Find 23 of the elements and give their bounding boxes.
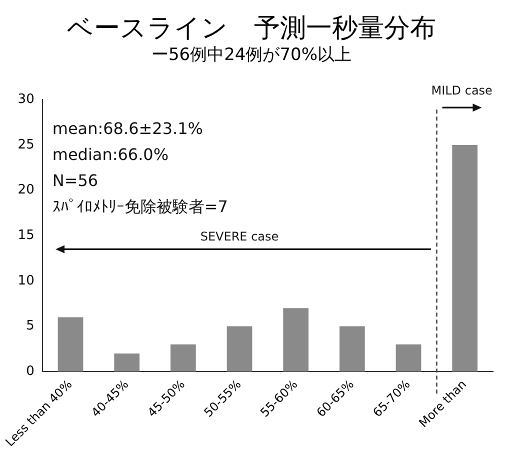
y-tick-label: 25 [18, 137, 34, 152]
y-tick-label: 30 [18, 92, 34, 107]
chart-subtitle: ー56例中24例が70%以上 [151, 44, 352, 65]
bar [58, 317, 84, 372]
bar [452, 144, 478, 372]
bar [396, 344, 422, 372]
y-tick-label: 10 [18, 273, 34, 288]
annotation: N=56 [52, 170, 98, 190]
y-tick-label: 20 [18, 182, 34, 198]
chart-title: ベースライン 予測一秒量分布 [67, 13, 436, 44]
bar [170, 344, 196, 372]
bar [114, 354, 140, 372]
bar [226, 326, 252, 372]
bar [340, 326, 365, 372]
text: MILD case [431, 84, 492, 98]
annotation: ｽﾊﾟｲﾛﾒﾄﾘｰ免除被験者=7 [52, 196, 228, 216]
annotation: SEVERE case [200, 230, 279, 244]
bar [283, 308, 309, 372]
y-tick-label: 0 [26, 364, 34, 380]
y-tick-label: 5 [26, 318, 34, 334]
annotation: mean:68.6±23.1% [52, 118, 203, 138]
annotation: median:66.0% [52, 144, 169, 164]
y-tick-label: 15 [18, 228, 34, 243]
